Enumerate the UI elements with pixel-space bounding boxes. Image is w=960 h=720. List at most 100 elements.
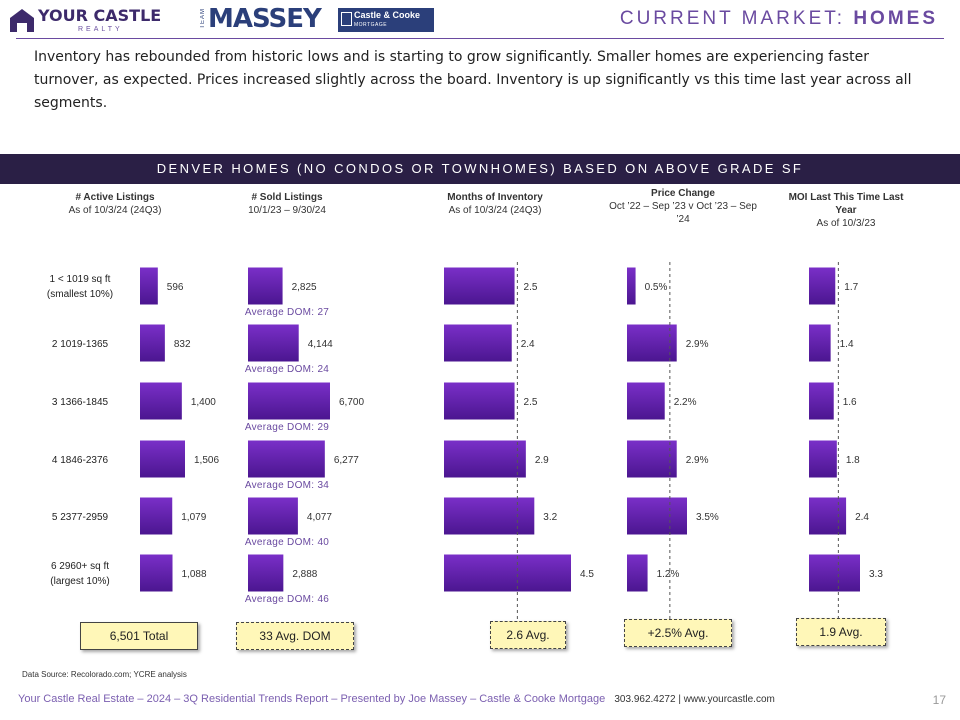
- bar: [809, 440, 837, 478]
- summary-box-active: 6,501 Total: [80, 622, 198, 650]
- col-subtitle: As of 10/3/23: [816, 218, 876, 229]
- row-label-line: 3 1366-1845: [51, 396, 109, 408]
- data-label: 6,277: [334, 455, 359, 466]
- team-massey-logo: TEAM MASSEY Castle & Cooke MORTGAGE: [200, 4, 436, 34]
- data-label: 3.2: [543, 512, 557, 523]
- data-label: 6,700: [339, 397, 364, 408]
- bar: [248, 324, 299, 362]
- bar: [444, 324, 512, 362]
- col-title: Price Change: [651, 188, 715, 199]
- bar: [809, 554, 860, 592]
- annotation-label: Average DOM: 27: [245, 307, 329, 318]
- bar: [248, 382, 330, 420]
- row-label-line: 4 1846-2376: [51, 454, 109, 466]
- bar: [627, 497, 687, 535]
- bar: [140, 554, 173, 592]
- summary-box-moi: 2.6 Avg.: [490, 621, 566, 649]
- data-label: 1,088: [182, 569, 207, 580]
- bar: [627, 554, 648, 592]
- bar: [248, 267, 283, 305]
- footer-text: Your Castle Real Estate – 2024 – 3Q Resi…: [18, 693, 606, 705]
- annotation-label: Average DOM: 46: [245, 594, 329, 605]
- data-label: 2.4: [521, 339, 535, 350]
- bar: [627, 382, 665, 420]
- data-label: 3.5%: [696, 512, 719, 523]
- section-band: DENVER HOMES (NO CONDOS OR TOWNHOMES) BA…: [0, 154, 960, 184]
- data-label: 2.2%: [674, 397, 697, 408]
- annotation-label: Average DOM: 34: [245, 480, 329, 491]
- data-label: 2.9%: [686, 339, 709, 350]
- data-label: 3.3: [869, 569, 883, 580]
- data-label: 596: [167, 282, 184, 293]
- bar: [444, 497, 535, 535]
- col-header-moi-last-year: MOI Last This Time Last Year As of 10/3/2…: [778, 191, 914, 230]
- row-label: 5 2377-2959: [20, 510, 140, 525]
- bar: [248, 497, 298, 535]
- page-number: 17: [932, 693, 946, 707]
- row-label-line: 2 1019-1365: [51, 338, 109, 350]
- row-label: 3 1366-1845: [20, 395, 140, 410]
- row-label-line: 5 2377-2959: [51, 511, 109, 523]
- summary-box-price: +2.5% Avg.: [624, 619, 732, 647]
- annotation-label: Average DOM: 29: [245, 422, 329, 433]
- team-name: MASSEY: [208, 4, 322, 34]
- data-label: 0.5%: [645, 282, 668, 293]
- summary-box-moi-last-year: 1.9 Avg.: [796, 618, 886, 646]
- your-castle-logo: YOUR CASTLE REALTY: [8, 4, 168, 38]
- data-label: 1,079: [181, 512, 206, 523]
- data-label: 4,077: [307, 512, 332, 523]
- data-label: 1,400: [191, 397, 216, 408]
- cc-line2: MORTGAGE: [354, 22, 388, 28]
- col-title: MOI Last This Time Last Year: [788, 192, 904, 216]
- row-label-line: 6 2960+ sq ft: [50, 561, 110, 572]
- data-label: 1.6: [843, 397, 857, 408]
- castle-house-icon: [10, 9, 34, 32]
- data-label: 2,825: [292, 282, 317, 293]
- data-label: 2.9%: [686, 455, 709, 466]
- data-label: 2.5: [524, 397, 538, 408]
- data-label: 1,506: [194, 455, 219, 466]
- row-label: 4 1846-2376: [20, 453, 140, 468]
- row-label: 2 1019-1365: [20, 337, 140, 352]
- castle-cooke-icon: [341, 12, 352, 26]
- col-header-sold: # Sold Listings 10/1/23 – 9/30/24: [222, 191, 352, 217]
- data-label: 2.5: [524, 282, 538, 293]
- bar: [627, 324, 677, 362]
- bar: [444, 554, 571, 592]
- data-label: 1.7: [844, 282, 858, 293]
- intro-paragraph: Inventory has rebounded from historic lo…: [34, 49, 912, 111]
- header-divider: [16, 38, 944, 39]
- bar: [627, 267, 636, 305]
- data-label: 2.4: [855, 512, 869, 523]
- data-label: 4.5: [580, 569, 594, 580]
- bar: [627, 440, 677, 478]
- bar: [809, 324, 831, 362]
- col-header-price: Price Change Oct ’22 – Sep ’23 v Oct ’23 …: [608, 187, 758, 226]
- bar: [140, 324, 165, 362]
- row-label-line: (largest 10%): [50, 576, 110, 587]
- annotation-label: Average DOM: 24: [245, 364, 329, 375]
- col-subtitle: 10/1/23 – 9/30/24: [248, 205, 326, 216]
- bar: [444, 267, 515, 305]
- col-header-moi: Months of Inventory As of 10/3/24 (24Q3): [425, 191, 565, 217]
- data-label: 1.4: [840, 339, 854, 350]
- data-source: Data Source: Recolorado.com; YCRE analys…: [22, 670, 187, 679]
- summary-box-sold: 33 Avg. DOM: [236, 622, 354, 650]
- bar: [444, 382, 515, 420]
- page-title-bold: HOMES: [853, 8, 938, 29]
- data-label: 2,888: [292, 569, 317, 580]
- data-label: 2.9: [535, 455, 549, 466]
- row-label: 6 2960+ sq ft (largest 10%): [20, 559, 140, 589]
- data-label: 4,144: [308, 339, 333, 350]
- page-title: CURRENT MARKET: HOMES: [620, 8, 938, 30]
- logo-sub: REALTY: [78, 26, 123, 33]
- bar: [140, 497, 173, 535]
- logo-name: YOUR CASTLE: [38, 6, 162, 25]
- row-label: 1 < 1019 sq ft (smallest 10%): [20, 272, 140, 302]
- castle-cooke-logo: Castle & Cooke MORTGAGE: [338, 8, 434, 32]
- bar: [809, 382, 834, 420]
- footer: Your Castle Real Estate – 2024 – 3Q Resi…: [18, 693, 775, 705]
- col-subtitle: As of 10/3/24 (24Q3): [448, 205, 542, 216]
- col-title: # Active Listings: [75, 192, 155, 203]
